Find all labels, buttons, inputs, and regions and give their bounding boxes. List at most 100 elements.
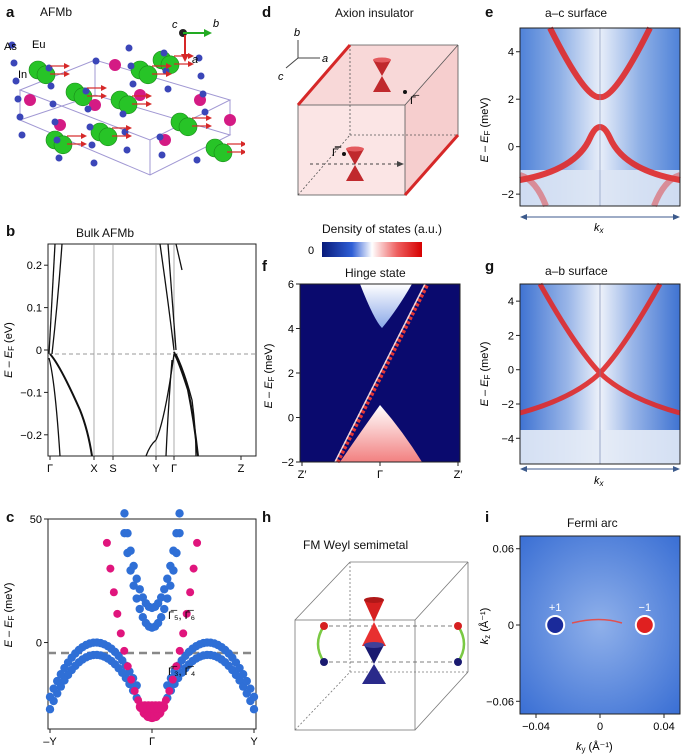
i-ylabel: kz (Å⁻¹) bbox=[478, 608, 492, 645]
panel-h-title: FM Weyl semimetal bbox=[303, 538, 409, 552]
as-atom bbox=[84, 105, 92, 113]
b-xtick-label: S bbox=[109, 463, 116, 475]
c-dot-magenta bbox=[123, 662, 132, 671]
e-ytick-label: 4 bbox=[508, 47, 514, 59]
c-dot-blue bbox=[53, 676, 62, 686]
as-atom bbox=[86, 123, 94, 131]
panel-e-letter: e bbox=[485, 4, 494, 21]
c-dot-magenta bbox=[168, 675, 177, 684]
as-atom bbox=[12, 77, 20, 85]
panel-a-title: AFMb bbox=[40, 5, 73, 19]
c-dot-blue bbox=[60, 676, 69, 685]
weyl-point-plus bbox=[545, 615, 566, 635]
panel-i-letter: i bbox=[485, 509, 490, 526]
panel-d-letter: d bbox=[262, 4, 272, 21]
panel-g-letter: g bbox=[485, 258, 495, 275]
panel-g-title: a–b surface bbox=[545, 264, 608, 278]
c-dot-blue bbox=[169, 566, 178, 575]
dirac-cone-top bbox=[373, 57, 391, 92]
in-atom bbox=[134, 89, 146, 101]
i-ytick-label: 0.06 bbox=[493, 544, 514, 556]
c-dot-blue bbox=[175, 509, 184, 518]
c-dot-blue bbox=[60, 663, 69, 673]
panel-a-letter: a bbox=[6, 4, 15, 21]
spin-arrow-head bbox=[64, 71, 70, 77]
spin-arrow-head bbox=[126, 125, 132, 131]
as-atoms bbox=[8, 41, 209, 167]
eu-atom bbox=[178, 117, 198, 137]
axis-b: b bbox=[294, 27, 300, 39]
e-ytick-label: 0 bbox=[508, 142, 514, 154]
weyl-cone-red bbox=[362, 597, 386, 646]
axis-c: c bbox=[278, 71, 284, 83]
weyl-semimetal-diagram bbox=[294, 561, 469, 731]
c-annotation-lower: Γ̅₃, Γ̅₄ bbox=[168, 666, 196, 678]
e-kx-arrow: kx bbox=[520, 214, 680, 235]
hinge-lines bbox=[296, 44, 460, 196]
panel-h-letter: h bbox=[262, 509, 272, 526]
c-dot-blue bbox=[129, 561, 138, 571]
i-xtick-label: 0 bbox=[597, 721, 603, 733]
c-dots bbox=[45, 509, 259, 723]
spin-arrow-head bbox=[64, 63, 70, 69]
b-ytick-label: 0.1 bbox=[27, 303, 42, 315]
c-dot-blue bbox=[126, 546, 135, 555]
c-dot-magenta bbox=[193, 538, 202, 547]
spin-arrow-head bbox=[206, 123, 212, 129]
axis-triad-a: c b a bbox=[172, 18, 219, 66]
panel-c-letter: c bbox=[6, 509, 15, 526]
b-xtick-label: Γ bbox=[171, 463, 177, 475]
as-atom bbox=[14, 95, 22, 103]
spin-arrow-head bbox=[101, 85, 107, 91]
crystal-lattice bbox=[18, 59, 232, 176]
i-xtick-label: 0.04 bbox=[653, 721, 674, 733]
c-dot-magenta bbox=[175, 646, 184, 655]
panel-d-title: Axion insulator bbox=[335, 6, 414, 20]
c-dot-blue bbox=[238, 670, 248, 679]
b-ytick-label: 0 bbox=[36, 345, 42, 357]
as-atom bbox=[160, 49, 168, 57]
dirac-cone-bottom bbox=[346, 146, 364, 181]
c-dot-magenta bbox=[186, 588, 195, 597]
c-dot-magenta bbox=[182, 609, 191, 618]
i-xtick-label: −0.04 bbox=[522, 721, 550, 733]
c-dot-blue bbox=[235, 676, 244, 685]
panel-b-title: Bulk AFMb bbox=[76, 226, 135, 240]
weyl-cone-blue bbox=[362, 642, 386, 684]
weyl-chirality-label: +1 bbox=[549, 602, 562, 614]
spin-arrows bbox=[50, 53, 245, 155]
c-dot-blue bbox=[242, 676, 251, 686]
spin-arrow-head bbox=[81, 141, 87, 147]
c-dot-magenta bbox=[106, 564, 115, 573]
gamma-bar-label: Γ̅ bbox=[410, 95, 420, 107]
as-atom bbox=[197, 72, 205, 80]
as-atom bbox=[129, 80, 137, 88]
g-kx-arrow: kx bbox=[520, 466, 680, 488]
b-bands bbox=[48, 243, 199, 457]
weyl-point-minus bbox=[634, 615, 655, 635]
c-dot-blue bbox=[135, 604, 144, 614]
axis-label-a: a bbox=[192, 54, 198, 66]
f-ytick-label: −2 bbox=[281, 457, 294, 469]
i-xlabel: ky (Å⁻¹) bbox=[576, 740, 613, 754]
c-annotation-upper: Γ̅₅, Γ̅₆ bbox=[168, 610, 195, 622]
crystal-structure: As In Eu c b a bbox=[4, 18, 245, 176]
c-dot-blue bbox=[166, 581, 175, 590]
f-ytick-label: 6 bbox=[288, 280, 294, 291]
weyl-chirality-label: −1 bbox=[639, 602, 652, 614]
c-dot-blue bbox=[120, 509, 129, 518]
as-atom bbox=[49, 100, 57, 108]
in-atom bbox=[224, 114, 236, 126]
colorbar-title: Density of states (a.u.) bbox=[322, 222, 443, 236]
c-dot-magenta bbox=[130, 686, 139, 695]
spin-arrow-head bbox=[81, 133, 87, 139]
eu-atom bbox=[213, 143, 233, 163]
e-ytick-label: −2 bbox=[501, 189, 514, 201]
b-ytick-label: −0.2 bbox=[20, 430, 42, 442]
colorbar-gradient bbox=[322, 242, 422, 257]
as-atom bbox=[47, 82, 55, 90]
c-dot-blue bbox=[56, 670, 66, 679]
e-ylabel: E – EF (meV) bbox=[479, 98, 492, 163]
as-atom bbox=[82, 87, 90, 95]
